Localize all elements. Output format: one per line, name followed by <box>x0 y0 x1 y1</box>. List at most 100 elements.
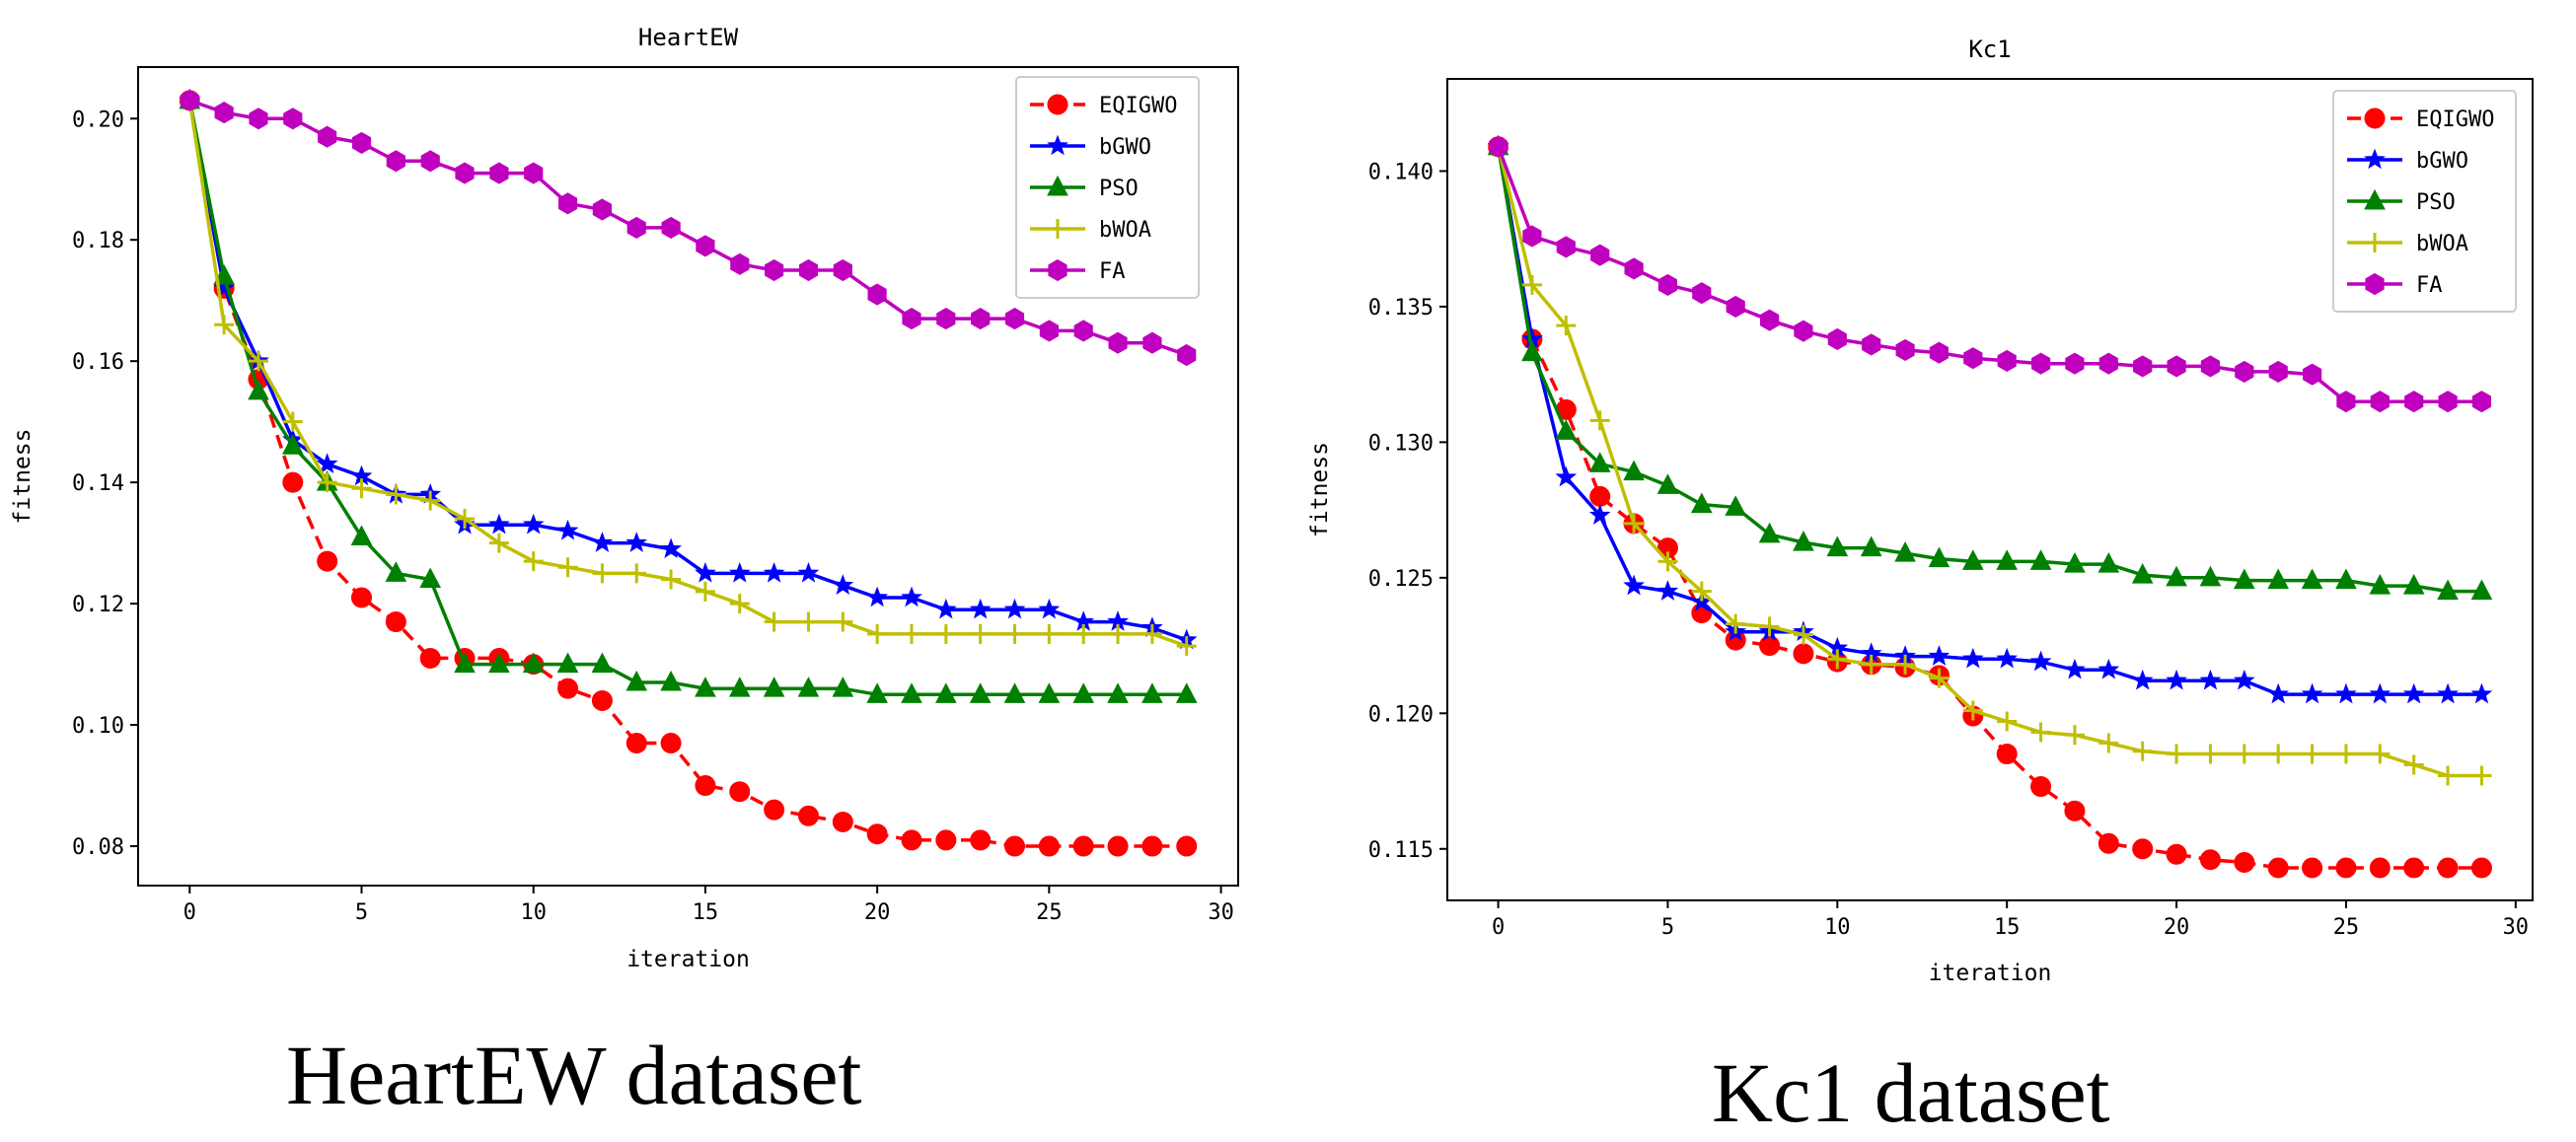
point-bwoa <box>1657 551 1678 572</box>
point-eqigwo <box>2166 843 2187 865</box>
legend-marker <box>2364 188 2386 210</box>
legend: EQIGWO bGWO PSO bWOA FA <box>2332 90 2517 313</box>
y-tick-label: 0.08 <box>72 835 124 860</box>
y-tick-label: 0.115 <box>1368 838 1434 863</box>
point-pso <box>1555 419 1578 440</box>
point-fa <box>2200 355 2220 378</box>
point-pso <box>488 652 510 674</box>
point-bgwo <box>1588 504 1611 525</box>
series-bwoa <box>1488 136 2492 786</box>
point-pso <box>1072 682 1095 703</box>
point-bgwo <box>1555 465 1578 487</box>
point-fa <box>214 102 234 124</box>
point-bwoa <box>455 509 476 530</box>
point-bwoa <box>557 557 578 578</box>
point-bwoa <box>1997 711 2018 732</box>
point-fa <box>1142 331 1162 354</box>
point-bwoa <box>1556 316 1577 336</box>
point-pso <box>1521 340 1543 362</box>
y-axis-label: fitness <box>1307 442 1333 537</box>
legend-marker <box>1047 94 1068 115</box>
kc1-panel: Kc1 0 5 10 15 20 25 30 0.115 0.120 0.125 0.130 0.135… <box>1288 0 2576 1136</box>
y-axis-label: fitness <box>10 429 36 525</box>
point-bwoa <box>420 490 441 511</box>
point-bwoa <box>2302 744 2322 764</box>
series-bwoa <box>180 90 1197 657</box>
point-fa <box>765 258 784 282</box>
point-eqigwo <box>591 689 613 711</box>
point-bwoa <box>2200 744 2221 764</box>
point-fa <box>2133 355 2153 378</box>
point-fa <box>180 89 199 111</box>
point-pso <box>1623 460 1645 481</box>
legend: EQIGWO bGWO PSO bWOA FA <box>1015 76 1200 299</box>
x-tick-label: 25 <box>1036 900 1063 925</box>
point-bgwo <box>556 519 579 540</box>
point-eqigwo <box>2064 800 2086 821</box>
point-pso <box>1826 535 1849 557</box>
point-pso <box>626 670 648 691</box>
point-pso <box>1107 682 1129 703</box>
chart-title: Kc1 <box>1968 36 2011 63</box>
point-eqigwo <box>2369 857 2391 879</box>
point-pso <box>2402 574 2425 595</box>
point-fa <box>1590 244 1610 266</box>
point-eqigwo <box>1107 835 1129 857</box>
point-fa <box>2404 391 2424 413</box>
point-fa <box>2235 360 2254 383</box>
point-fa <box>420 150 440 173</box>
point-bgwo <box>2029 650 2052 672</box>
point-bwoa <box>2030 722 2051 743</box>
point-bwoa <box>798 611 819 632</box>
x-tick-label: 5 <box>355 900 368 925</box>
point-pso <box>2064 552 2086 573</box>
chart-title: HeartEW <box>638 24 739 51</box>
axes-frame <box>137 66 1239 887</box>
point-fa <box>1827 327 1847 350</box>
point-fa <box>2471 391 2491 413</box>
point-bgwo <box>866 586 889 607</box>
point-fa <box>1004 308 1025 330</box>
legend-marker <box>1048 219 1067 239</box>
point-bwoa <box>1141 623 1162 644</box>
point-bwoa <box>2438 765 2459 786</box>
point-bwoa <box>488 533 509 553</box>
legend-item-fa: FA <box>1030 258 1126 284</box>
point-fa <box>1862 333 1881 356</box>
point-bwoa <box>2471 765 2492 786</box>
point-bgwo <box>2233 669 2255 690</box>
point-bwoa <box>1176 636 1197 657</box>
point-pso <box>1928 546 1950 568</box>
point-bwoa <box>1691 581 1712 602</box>
point-pso <box>2131 563 2154 584</box>
x-tick-label: 15 <box>1994 915 2021 940</box>
point-eqigwo <box>2302 857 2323 879</box>
point-bwoa <box>351 478 372 499</box>
point-fa <box>1726 295 1745 318</box>
point-bwoa <box>661 569 682 590</box>
point-fa <box>2065 352 2085 375</box>
point-fa <box>2268 360 2288 383</box>
legend-marker <box>1048 258 1067 282</box>
point-fa <box>1073 320 1093 342</box>
point-fa <box>867 283 887 306</box>
point-eqigwo <box>2234 852 2255 874</box>
point-fa <box>1624 257 1644 280</box>
x-tick-label: 10 <box>520 900 547 925</box>
point-bgwo <box>1003 598 1026 619</box>
x-tick-label: 0 <box>1492 915 1505 940</box>
point-bwoa <box>1929 668 1950 688</box>
point-bgwo <box>969 598 992 619</box>
point-bgwo <box>2064 658 2086 679</box>
point-bwoa <box>1827 649 1848 670</box>
point-pso <box>556 652 579 674</box>
point-pso <box>2335 568 2357 590</box>
point-eqigwo <box>2132 838 2154 860</box>
point-eqigwo <box>1996 744 2018 765</box>
point-eqigwo <box>1141 835 1163 857</box>
point-fa <box>1108 331 1128 354</box>
point-fa <box>730 252 750 275</box>
legend-label: bGWO <box>2416 149 2468 174</box>
point-fa <box>489 162 509 184</box>
x-axis-label: iteration <box>626 947 750 972</box>
